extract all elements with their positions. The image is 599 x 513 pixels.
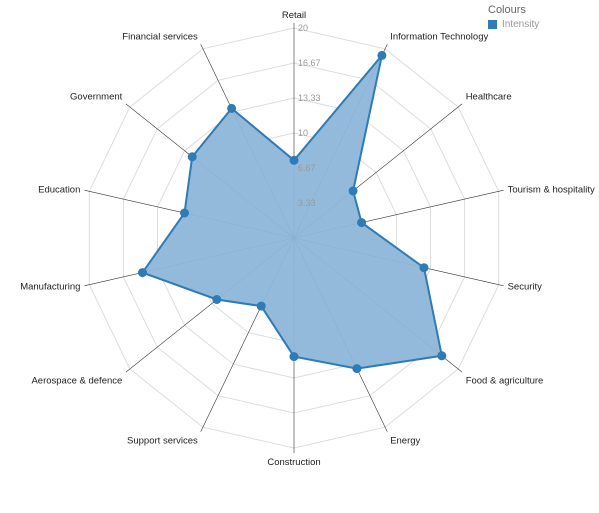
legend: Colours Intensity	[488, 4, 539, 30]
data-point-4	[419, 263, 429, 273]
data-point-10	[138, 268, 147, 278]
data-point-8	[256, 301, 266, 311]
legend-item-label: Intensity	[502, 19, 540, 30]
data-point-6	[352, 364, 362, 374]
data-point-2	[348, 186, 358, 196]
category-label: Energy	[390, 436, 420, 447]
category-label: Information Technology	[390, 32, 488, 43]
category-label: Manufacturing	[20, 281, 80, 292]
tick-label: 20	[298, 23, 308, 33]
tick-label: 6.67	[298, 163, 316, 173]
legend-item-intensity[interactable]: Intensity	[488, 19, 539, 30]
data-point-5	[437, 351, 447, 361]
category-label: Healthcare	[466, 92, 512, 103]
category-label: Construction	[267, 457, 320, 468]
tick-label: 13.33	[298, 93, 321, 103]
category-label: Security	[508, 281, 543, 292]
category-label: Tourism & hospitality	[508, 185, 595, 196]
data-point-13	[227, 103, 237, 113]
data-point-9	[212, 295, 222, 304]
category-label: Education	[38, 185, 80, 196]
category-label: Retail	[282, 10, 306, 21]
legend-swatch	[488, 20, 497, 29]
category-label: Government	[70, 92, 123, 103]
category-label: Financial services	[122, 32, 198, 43]
tick-label: 3.33	[298, 198, 316, 208]
data-point-3	[357, 218, 367, 228]
category-label: Food & agriculture	[466, 375, 544, 386]
tick-label: 10	[298, 128, 308, 138]
data-point-0	[289, 155, 299, 165]
category-label: Support services	[127, 436, 198, 447]
legend-title: Colours	[488, 4, 526, 16]
data-point-1	[377, 50, 387, 60]
category-label: Aerospace & defence	[31, 375, 122, 386]
data-point-7	[289, 352, 299, 362]
data-point-12	[187, 152, 197, 162]
data-point-11	[180, 208, 189, 218]
tick-label: 16.67	[298, 58, 321, 68]
